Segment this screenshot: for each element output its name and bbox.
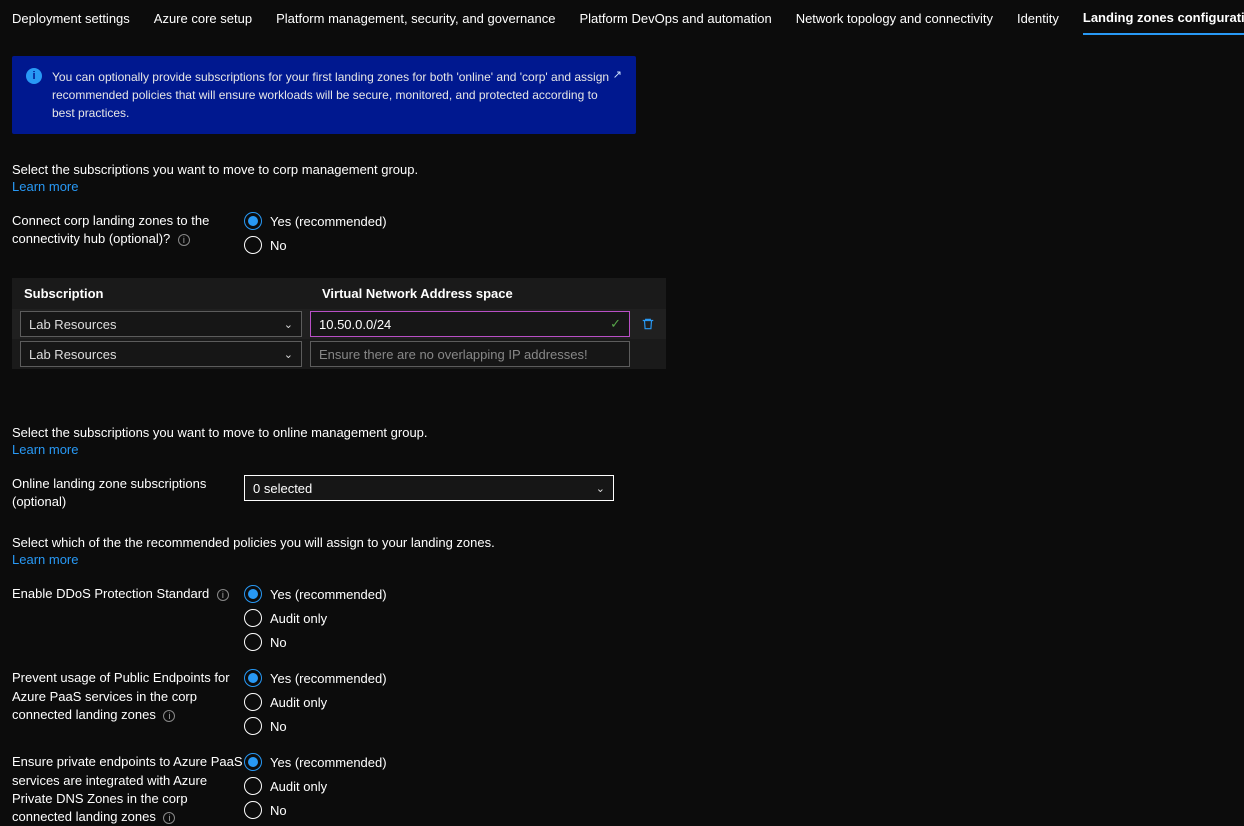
- connect-corp-radio-no[interactable]: No: [244, 236, 387, 254]
- policy-private-dns-radio-group: Yes (recommended) Audit only No: [244, 753, 387, 819]
- policy-private-dns-radio-audit[interactable]: Audit only: [244, 777, 387, 795]
- main-content: i You can optionally provide subscriptio…: [0, 36, 1244, 826]
- table-row: Lab Resources ⌄ Ensure there are no over…: [12, 339, 666, 369]
- subscription-select[interactable]: Lab Resources ⌄: [20, 341, 302, 367]
- tab-landing-zones-configuration[interactable]: Landing zones configuration: [1083, 2, 1244, 35]
- policy-public-endpoints-radio-audit[interactable]: Audit only: [244, 693, 387, 711]
- policy-public-endpoints-radio-no[interactable]: No: [244, 717, 387, 735]
- policy-ddos-radio-group: Yes (recommended) Audit only No: [244, 585, 387, 651]
- tab-bar: Deployment settings Azure core setup Pla…: [0, 0, 1244, 36]
- online-subscriptions-label: Online landing zone subscriptions (optio…: [12, 475, 244, 511]
- policy-private-dns-radio-no[interactable]: No: [244, 801, 387, 819]
- policy-private-dns-label: Ensure private endpoints to Azure PaaS s…: [12, 753, 244, 826]
- tab-azure-core-setup[interactable]: Azure core setup: [154, 3, 252, 34]
- connect-corp-radio-yes[interactable]: Yes (recommended): [244, 212, 387, 230]
- info-hint-icon[interactable]: i: [217, 589, 229, 601]
- table-row: Lab Resources ⌄ 10.50.0.0/24 ✓: [12, 309, 666, 339]
- radio-label: Yes (recommended): [270, 214, 387, 229]
- radio-label: No: [270, 719, 287, 734]
- radio-label: Yes (recommended): [270, 671, 387, 686]
- table-header-subscription: Subscription: [24, 286, 322, 301]
- radio-label: Yes (recommended): [270, 755, 387, 770]
- radio-label: No: [270, 803, 287, 818]
- policy-ddos-radio-no[interactable]: No: [244, 633, 387, 651]
- online-subscriptions-select[interactable]: 0 selected ⌄: [244, 475, 614, 501]
- tab-platform-devops[interactable]: Platform DevOps and automation: [579, 3, 771, 34]
- checkmark-icon: ✓: [610, 316, 621, 332]
- corp-learn-more-link[interactable]: Learn more: [12, 179, 1232, 194]
- online-intro-text: Select the subscriptions you want to mov…: [12, 425, 1232, 440]
- online-learn-more-link[interactable]: Learn more: [12, 442, 1232, 457]
- external-link-icon[interactable]: ↗: [613, 68, 622, 81]
- policy-public-endpoints-radio-yes[interactable]: Yes (recommended): [244, 669, 387, 687]
- chevron-down-icon: ⌄: [596, 482, 605, 495]
- vnet-address-input[interactable]: 10.50.0.0/24 ✓: [310, 311, 630, 337]
- radio-label: Audit only: [270, 611, 327, 626]
- radio-label: Audit only: [270, 695, 327, 710]
- chevron-down-icon: ⌄: [284, 318, 293, 331]
- policy-public-endpoints-radio-group: Yes (recommended) Audit only No: [244, 669, 387, 735]
- chevron-down-icon: ⌄: [284, 348, 293, 361]
- delete-row-button[interactable]: [638, 314, 658, 334]
- online-subscriptions-value: 0 selected: [253, 481, 312, 496]
- policy-ddos-label: Enable DDoS Protection Standard i: [12, 585, 244, 603]
- info-hint-icon[interactable]: i: [178, 234, 190, 246]
- policy-ddos-radio-yes[interactable]: Yes (recommended): [244, 585, 387, 603]
- connect-corp-radio-group: Yes (recommended) No: [244, 212, 387, 254]
- policy-ddos-radio-audit[interactable]: Audit only: [244, 609, 387, 627]
- radio-label: Yes (recommended): [270, 587, 387, 602]
- corp-intro-text: Select the subscriptions you want to mov…: [12, 162, 1232, 177]
- tab-platform-management[interactable]: Platform management, security, and gover…: [276, 3, 555, 34]
- policy-private-dns-radio-yes[interactable]: Yes (recommended): [244, 753, 387, 771]
- vnet-placeholder: Ensure there are no overlapping IP addre…: [319, 347, 588, 362]
- tab-identity[interactable]: Identity: [1017, 3, 1059, 34]
- vnet-address-input[interactable]: Ensure there are no overlapping IP addre…: [310, 341, 630, 367]
- radio-label: Audit only: [270, 779, 327, 794]
- vnet-value: 10.50.0.0/24: [319, 317, 391, 332]
- radio-label: No: [270, 635, 287, 650]
- subscription-table: Subscription Virtual Network Address spa…: [12, 278, 666, 369]
- info-hint-icon[interactable]: i: [163, 710, 175, 722]
- info-banner: i You can optionally provide subscriptio…: [12, 56, 636, 134]
- subscription-select[interactable]: Lab Resources ⌄: [20, 311, 302, 337]
- policy-public-endpoints-label: Prevent usage of Public Endpoints for Az…: [12, 669, 244, 724]
- info-icon: i: [26, 68, 42, 84]
- info-banner-text: You can optionally provide subscriptions…: [52, 68, 622, 122]
- connect-corp-label: Connect corp landing zones to the connec…: [12, 212, 244, 248]
- subscription-select-value: Lab Resources: [29, 317, 116, 332]
- policies-learn-more-link[interactable]: Learn more: [12, 552, 1232, 567]
- tab-network-topology[interactable]: Network topology and connectivity: [796, 3, 993, 34]
- policies-intro-text: Select which of the the recommended poli…: [12, 535, 1232, 550]
- radio-label: No: [270, 238, 287, 253]
- tab-deployment-settings[interactable]: Deployment settings: [12, 3, 130, 34]
- subscription-select-value: Lab Resources: [29, 347, 116, 362]
- table-header-vnet: Virtual Network Address space: [322, 286, 654, 301]
- info-hint-icon[interactable]: i: [163, 812, 175, 824]
